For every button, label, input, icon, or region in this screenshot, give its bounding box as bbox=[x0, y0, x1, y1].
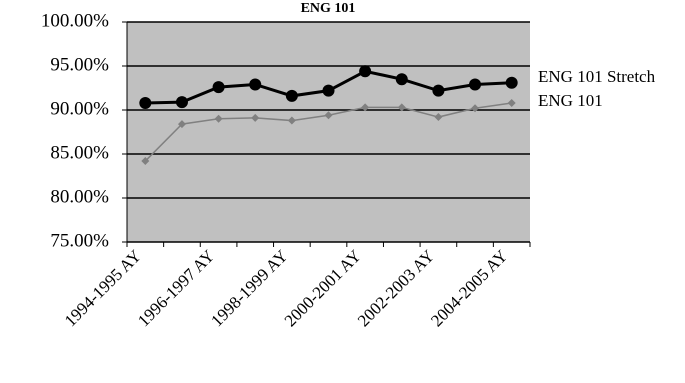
x-tick-label: 2002-2003 AY bbox=[354, 246, 438, 330]
y-tick-label: 100.00% bbox=[41, 10, 109, 31]
marker bbox=[505, 76, 518, 89]
x-tick-label: 1994-1995 AY bbox=[61, 246, 145, 330]
marker bbox=[432, 84, 445, 97]
marker bbox=[361, 103, 370, 112]
marker bbox=[434, 113, 443, 122]
legend-label: ENG 101 Stretch bbox=[538, 67, 656, 86]
marker bbox=[287, 116, 296, 125]
x-tick-label: 1998-1999 AY bbox=[207, 246, 291, 330]
marker bbox=[507, 98, 516, 107]
x-tick-label: 2004-2005 AY bbox=[427, 246, 511, 330]
legend-label: ENG 101 bbox=[538, 91, 603, 110]
y-tick-label: 85.00% bbox=[50, 142, 109, 163]
marker bbox=[139, 96, 152, 109]
marker bbox=[175, 96, 188, 109]
marker bbox=[397, 103, 406, 112]
marker bbox=[324, 111, 333, 120]
marker bbox=[214, 114, 223, 123]
y-tick-label: 95.00% bbox=[50, 54, 109, 75]
x-tick-label: 2000-2001 AY bbox=[281, 246, 365, 330]
marker bbox=[251, 113, 260, 122]
plot-area bbox=[127, 22, 530, 242]
marker bbox=[212, 81, 225, 94]
marker bbox=[469, 78, 482, 91]
marker bbox=[471, 104, 480, 113]
marker bbox=[395, 73, 408, 86]
marker bbox=[249, 78, 262, 91]
y-tick-label: 80.00% bbox=[50, 186, 109, 207]
y-tick-label: 75.00% bbox=[50, 230, 109, 251]
marker bbox=[359, 65, 372, 78]
x-tick-label: 1996-1997 AY bbox=[134, 246, 218, 330]
marker bbox=[285, 89, 298, 102]
marker bbox=[141, 157, 150, 166]
marker bbox=[177, 120, 186, 129]
marker bbox=[322, 84, 335, 97]
y-tick-label: 90.00% bbox=[50, 98, 109, 119]
chart-title: ENG 101 bbox=[301, 1, 356, 16]
